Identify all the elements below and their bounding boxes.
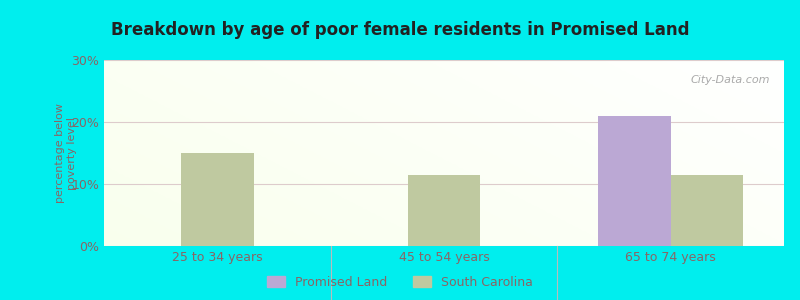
Y-axis label: percentage below
poverty level: percentage below poverty level (55, 103, 77, 203)
Bar (598, 116, 670, 246)
Legend: Promised Land, South Carolina: Promised Land, South Carolina (262, 271, 538, 294)
Text: City-Data.com: City-Data.com (691, 75, 770, 85)
Bar (408, 175, 480, 246)
Bar (181, 153, 254, 246)
Bar (670, 175, 743, 246)
Text: Breakdown by age of poor female residents in Promised Land: Breakdown by age of poor female resident… (110, 21, 690, 39)
